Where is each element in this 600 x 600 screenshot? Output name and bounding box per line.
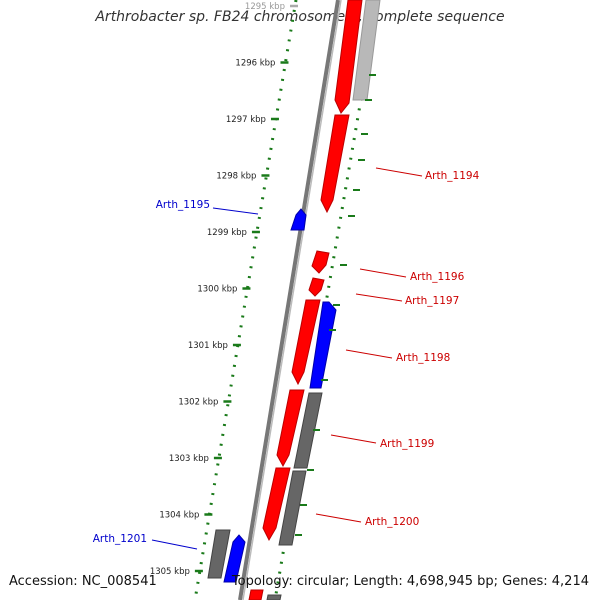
backbone-highlight — [242, 0, 342, 600]
ruler-tick-label: 1300 kbp — [197, 285, 237, 295]
topology-summary: Topology: circular; Length: 4,698,945 bp… — [231, 574, 589, 589]
ruler-tick-label: 1295 kbp — [245, 2, 285, 12]
gene-arth-1198[interactable] — [291, 299, 321, 386]
gene-labels: Arth_1194 Arth_1195 Arth_1196 Arth_1197 … — [93, 170, 480, 545]
outer-track-ticks — [295, 74, 376, 536]
label-arth-1194[interactable]: Arth_1194 — [425, 170, 480, 182]
label-leader-lines — [151, 167, 423, 550]
ruler-tick-label: 1299 kbp — [207, 228, 247, 238]
gene-arth-1194[interactable] — [320, 114, 350, 214]
gene-arth-1196[interactable] — [311, 250, 330, 274]
gene-arth-1201[interactable] — [223, 534, 246, 583]
gray-feature-1200 — [278, 470, 307, 546]
gene-arth-1199[interactable] — [276, 389, 305, 468]
ruler-tick-label: 1296 kbp — [235, 59, 275, 69]
label-arth-1200[interactable]: Arth_1200 — [365, 516, 419, 528]
label-arth-1201[interactable]: Arth_1201 — [93, 533, 147, 545]
gene-arth-1200[interactable] — [262, 467, 291, 542]
ruler-tick-label: 1297 kbp — [226, 115, 266, 125]
label-arth-1198[interactable]: Arth_1198 — [396, 352, 450, 364]
label-arth-1195[interactable]: Arth_1195 — [156, 199, 210, 211]
label-arth-1196[interactable]: Arth_1196 — [410, 271, 465, 283]
ruler-dotted-track — [193, 0, 298, 600]
label-arth-1197[interactable]: Arth_1197 — [405, 295, 459, 307]
gray-feature-bottom — [266, 594, 282, 600]
gene-arth-1193[interactable] — [334, 0, 363, 114]
gene-arth-1197[interactable] — [308, 277, 325, 297]
ruler-tick-label: 1301 kbp — [188, 341, 228, 351]
ruler-tick-label: 1305 kbp — [150, 567, 190, 577]
map-title: Arthrobacter sp. FB24 chromosome 1, comp… — [95, 9, 505, 25]
gene-bottom-red[interactable] — [248, 589, 264, 600]
gray-feature-1201 — [207, 529, 231, 579]
gene-blue-1198-pair[interactable] — [309, 301, 337, 389]
ruler-tick-label: 1304 kbp — [159, 511, 199, 521]
ruler-tick-label: 1302 kbp — [178, 398, 218, 408]
ruler-tick-label: 1298 kbp — [216, 172, 256, 182]
accession-text: Accession: NC_008541 — [9, 574, 157, 589]
backbone-line — [238, 0, 340, 600]
gray-feature-1199 — [293, 392, 323, 469]
label-arth-1199[interactable]: Arth_1199 — [380, 438, 434, 450]
gene-arth-1195[interactable] — [290, 208, 307, 231]
ruler-ticks: 1295 kbp 1296 kbp 1297 kbp 1298 kbp 1299 kbp… — [150, 2, 298, 577]
ruler-tick-label: 1303 kbp — [169, 454, 209, 464]
